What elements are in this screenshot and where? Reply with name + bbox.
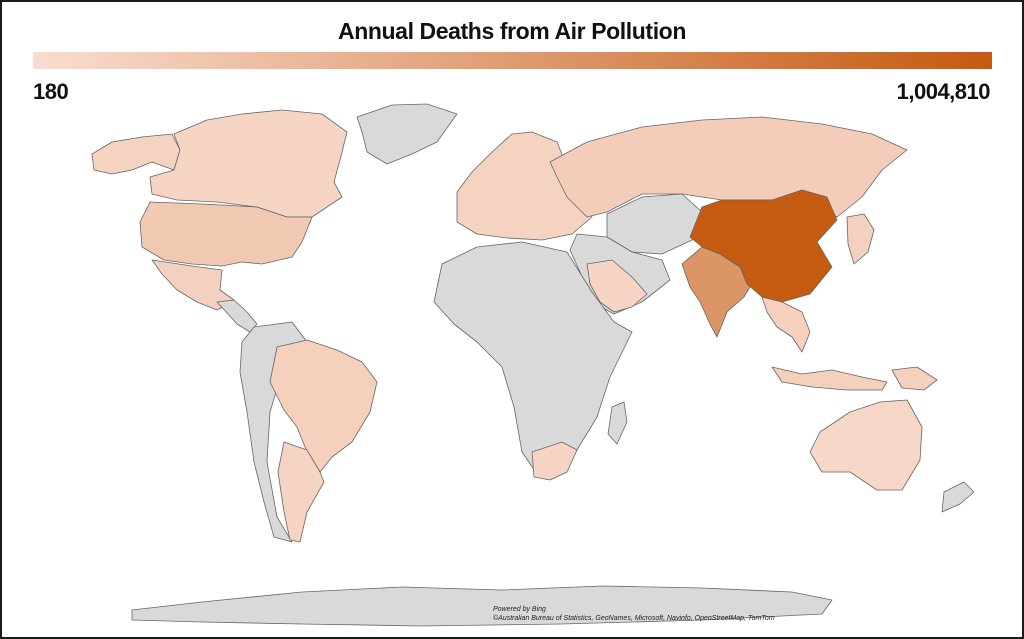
region-south-africa[interactable] — [531, 441, 578, 481]
region-antarctica[interactable] — [131, 585, 833, 627]
region-central-america[interactable] — [216, 299, 258, 333]
color-legend-bar — [33, 52, 992, 69]
region-new-zealand[interactable] — [941, 481, 975, 513]
region-australia[interactable] — [809, 399, 923, 491]
region-madagascar[interactable] — [607, 401, 628, 445]
region-united-states[interactable] — [139, 201, 313, 267]
region-alaska[interactable] — [91, 133, 181, 175]
map-title: Annual Deaths from Air Pollution — [338, 18, 686, 44]
region-japan[interactable] — [846, 213, 875, 265]
region-saudi-arabia[interactable] — [586, 259, 648, 313]
world-map — [91, 103, 975, 627]
map-attribution: Powered by Bing ©Australian Bureau of St… — [493, 605, 775, 623]
attribution-sources: ©Australian Bureau of Statistics, GeoNam… — [493, 615, 775, 622]
region-china[interactable] — [689, 189, 838, 303]
region-argentina[interactable] — [277, 441, 325, 543]
region-new-guinea[interactable] — [891, 366, 938, 391]
legend-min-label: 180 — [33, 79, 69, 104]
region-greenland[interactable] — [356, 103, 458, 165]
region-russia[interactable] — [549, 116, 908, 218]
region-indonesia[interactable] — [771, 366, 888, 391]
legend-max-label: 1,004,810 — [896, 79, 991, 104]
region-southeast-asia[interactable] — [761, 296, 811, 353]
region-brazil[interactable] — [269, 339, 378, 473]
region-canada[interactable] — [149, 109, 348, 218]
attribution-powered-by: Powered by Bing — [493, 606, 546, 613]
